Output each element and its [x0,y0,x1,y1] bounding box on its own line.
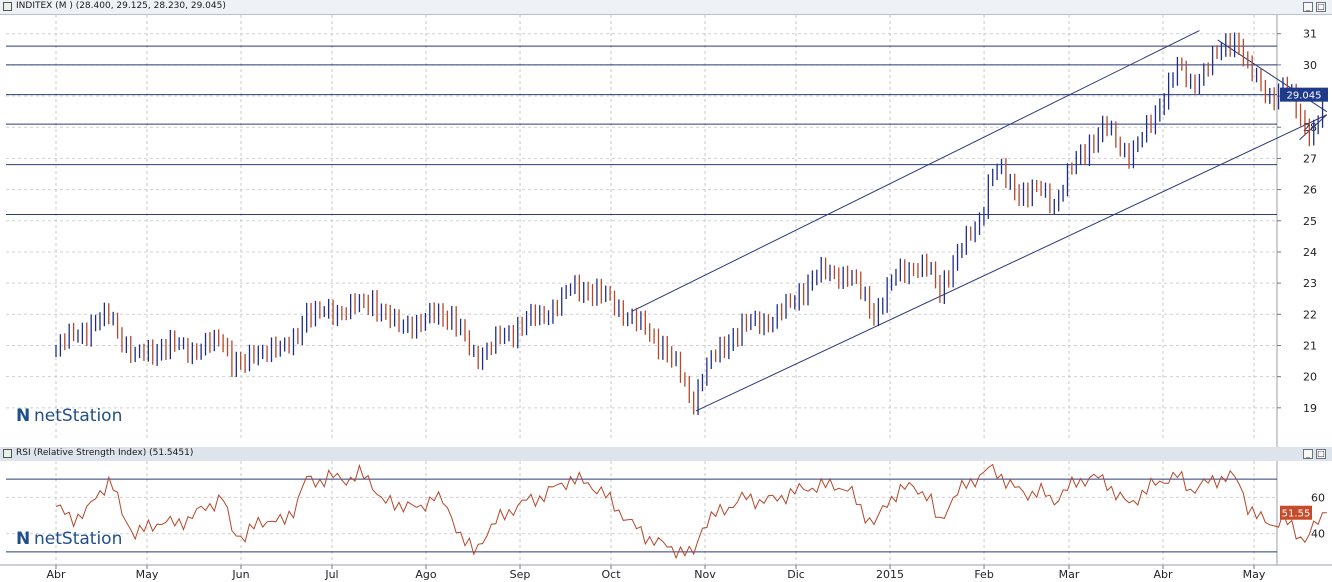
rsi-line [55,463,1327,560]
y-tick-label: 25 [1303,215,1317,228]
indicator-panel-icon [3,449,12,458]
x-tick-label: Oct [602,568,622,581]
price-bars [55,32,1324,416]
trendline-channel-upper [632,30,1200,312]
y-tick-label: 22 [1303,308,1317,321]
y-tick-label: 19 [1303,402,1317,415]
y-tick-label: 21 [1303,339,1317,352]
x-tick-label: 2015 [876,568,904,581]
y-tick-label: 31 [1303,28,1317,41]
rsi-watermark-text: netStation [34,529,122,549]
main-panel-header: INDITEX (M ) (28.400, 29.125, 28.230, 29… [0,0,1332,15]
x-tick-label: Nov [694,568,716,581]
price-chart[interactable]: 1920212223242526272829303129.045NnetStat… [0,15,1332,447]
x-tick-label: Dic [787,568,805,581]
x-tick-label: Mar [1059,568,1080,581]
x-tick-label: May [136,568,159,581]
x-tick-label: Jun [231,568,249,581]
main-panel-title: INDITEX (M ) (28.400, 29.125, 28.230, 29… [16,1,226,11]
y-tick-label: 27 [1303,152,1317,165]
x-tick-label: Feb [974,568,993,581]
maximize-button[interactable]: □ [1316,2,1326,12]
minimize-button[interactable]: _ [1303,2,1313,12]
plot-background [0,15,1332,447]
rsi-background [0,461,1332,582]
watermark-text: netStation [34,406,122,426]
last-price-label: 29.045 [1287,91,1322,102]
x-tick-label: Abr [1153,568,1173,581]
rsi-watermark-logo-icon: N [16,529,30,549]
rsi-y-tick-label: 40 [1311,528,1325,541]
rsi-value-badge [1280,505,1312,520]
rsi-y-tick-label: 60 [1311,491,1325,504]
x-tick-label: May [1243,568,1266,581]
trendline-channel-lower [695,114,1328,412]
x-tick-label: Jul [324,568,338,581]
last-price-badge [1280,87,1328,102]
rsi-panel-header: RSI (Relative Strength Index) (51.5451) … [0,447,1332,462]
rsi-value-label: 51.55 [1282,509,1311,520]
watermark-logo-icon: N [16,406,30,426]
y-tick-label: 20 [1303,371,1317,384]
rsi-maximize-button[interactable]: □ [1316,449,1326,459]
x-tick-label: Ago [415,568,437,581]
y-tick-label: 26 [1303,184,1317,197]
chart-panel-icon [3,2,12,11]
rsi-panel-title: RSI (Relative Strength Index) (51.5451) [16,448,194,458]
rsi-minimize-button[interactable]: _ [1303,449,1313,459]
y-tick-label: 23 [1303,277,1317,290]
y-tick-label: 30 [1303,59,1317,72]
y-tick-label: 24 [1303,246,1317,259]
x-tick-label: Sep [510,568,531,581]
x-tick-label: Abr [46,568,66,581]
